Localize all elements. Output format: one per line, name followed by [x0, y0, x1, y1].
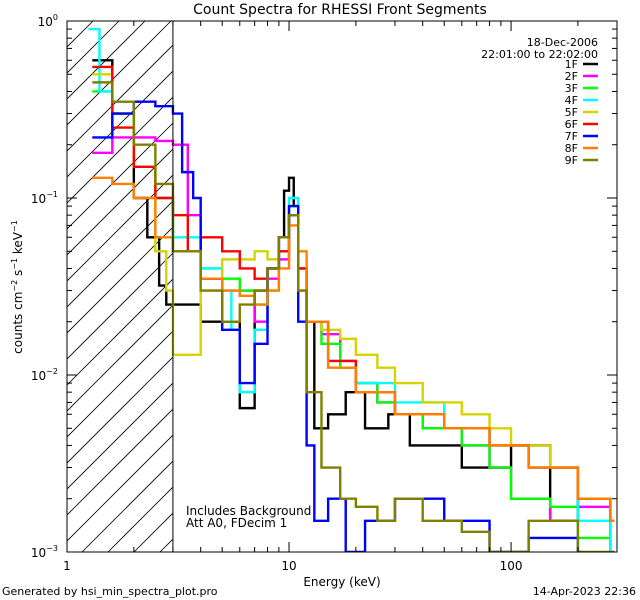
- y-tick-label: 10−1: [31, 190, 58, 206]
- annotation-attenuator: Att A0, FDecim 1: [186, 516, 287, 530]
- legend-label-4F: 4F: [565, 94, 578, 107]
- annotation-background: Includes Background: [186, 504, 311, 518]
- chart-title: Count Spectra for RHESSI Front Segments: [193, 2, 487, 18]
- footer-generated-by: Generated by hsi_min_spectra_plot.pro: [2, 585, 218, 598]
- legend-label-3F: 3F: [565, 82, 578, 95]
- y-tick-label: 10−2: [31, 367, 58, 383]
- y-tick-label: 100: [38, 13, 58, 29]
- legend-label-5F: 5F: [565, 106, 578, 119]
- legend-header: 18-Dec-2006: [527, 36, 598, 49]
- x-tick-label: 100: [500, 559, 523, 573]
- series-line-6F: [92, 65, 615, 523]
- hatched-background-region: [67, 21, 173, 552]
- x-axis: 1 10 100: [63, 21, 618, 573]
- series-line-7F: [92, 100, 582, 552]
- legend-header: 22:01:00 to 22:02:00: [481, 48, 598, 61]
- legend-label-2F: 2F: [565, 70, 578, 83]
- series-line-9F: [92, 81, 615, 552]
- legend-label-1F: 1F: [565, 58, 578, 71]
- x-tick-label: 10: [281, 559, 296, 573]
- x-axis-label: Energy (keV): [303, 575, 380, 589]
- x-tick-label: 1: [63, 559, 71, 573]
- legend-label-9F: 9F: [565, 154, 578, 167]
- y-tick-label: 10−3: [31, 544, 58, 560]
- legend-label-8F: 8F: [565, 142, 578, 155]
- legend-label-6F: 6F: [565, 118, 578, 131]
- y-axis-label: counts cm−2 s−1 keV−1: [10, 220, 25, 354]
- series-layer: [88, 27, 615, 552]
- series-line-3F: [92, 90, 615, 552]
- legend-label-7F: 7F: [565, 130, 578, 143]
- y-axis: 10−3 10−2 10−1 100: [31, 13, 617, 560]
- footer-date: 14-Apr-2023 22:36: [533, 585, 636, 598]
- series-line-1F: [92, 59, 615, 552]
- plot-frame: [66, 20, 618, 553]
